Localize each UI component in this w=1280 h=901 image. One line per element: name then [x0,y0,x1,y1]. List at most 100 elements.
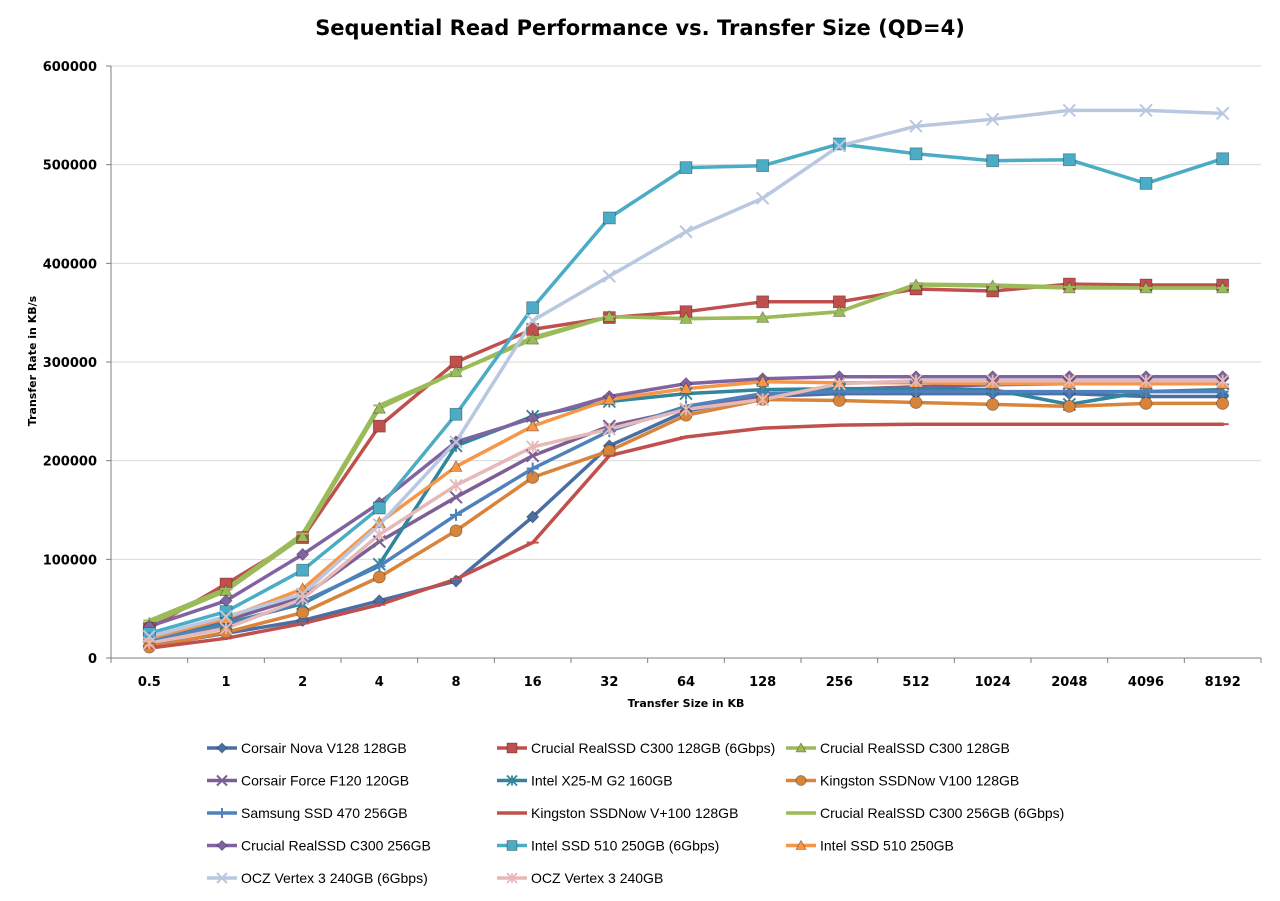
data-point [985,112,1000,126]
legend: Corsair Nova V128 128GB Crucial RealSSD C… [207,740,1064,886]
data-point [526,462,539,475]
legend-item: Crucial RealSSD C300 256GB (6Gbps) [786,805,1064,821]
data-point [525,419,540,432]
legend-marker [216,839,228,852]
legend-marker [506,774,518,787]
y-tick-label: 600000 [43,60,97,75]
x-tick-label: 1 [221,675,230,690]
data-point [1062,374,1076,388]
series-line-5 [147,386,1225,642]
data-point [986,398,1000,411]
legend-marker [216,774,228,787]
data-point [756,159,770,173]
legend-marker [506,872,518,884]
legend-label: Crucial RealSSD C300 256GB [241,838,431,854]
data-point [679,161,693,175]
data-point [756,392,770,407]
series-line-9 [147,282,1225,623]
y-tick-label: 100000 [43,553,97,568]
data-point [986,154,1000,168]
data-point [449,490,463,504]
data-point [296,563,310,577]
data-point [219,609,233,624]
data-point [832,137,846,151]
series-line-2 [147,282,1225,631]
legend-item: Samsung SSD 470 256GB [207,805,408,821]
legend-item: Corsair Nova V128 128GB [207,740,407,756]
x-axis-label: Transfer Size in KB [628,697,745,710]
x-tick-label: 1024 [975,675,1011,690]
series-markers [142,103,1230,654]
data-point [1062,399,1076,413]
data-point [295,529,310,542]
x-tick-labels: 0.5 1 2 4 8 16 32 64 128 256 512 1024 2048 4096 8192 [138,675,1241,690]
data-point [142,636,156,650]
x-tick-label: 2048 [1051,675,1087,690]
data-point [526,510,540,524]
data-point [602,422,616,436]
legend-item: Corsair Force F120 120GB [207,773,409,789]
data-point [525,332,540,345]
y-tick-labels: 0 100000 200000 300000 400000 500000 600000 [43,60,97,667]
legend-label: Kingston SSDNow V+100 128GB [531,805,738,821]
data-point [525,313,540,328]
x-tick-label: 2 [298,675,307,690]
data-point [755,374,770,387]
legend-label: Crucial RealSSD C300 128GB [820,740,1010,756]
x-tick-label: 64 [677,675,695,690]
legend-item: Intel X25-M G2 160GB [497,773,673,789]
data-point [296,606,310,620]
data-point [679,225,693,239]
data-point [372,518,387,532]
data-point [910,385,922,398]
legend-label: Intel SSD 510 250GB [820,838,954,854]
legend-label: Crucial RealSSD C300 128GB (6Gbps) [531,740,775,756]
legend-marker [217,808,227,818]
data-point [1215,106,1230,121]
legend-item: Crucial RealSSD C300 128GB [786,740,1010,756]
data-point [372,570,386,584]
data-point [296,592,310,606]
data-point [526,301,540,315]
legend-label: OCZ Vertex 3 240GB [531,870,663,886]
data-point [1216,152,1230,166]
data-point [986,374,1000,388]
legend-item: Crucial RealSSD C300 128GB (6Gbps) [497,740,775,756]
legend-marker [506,742,518,754]
data-point [1216,374,1230,388]
data-point [372,401,387,414]
legend-item: OCZ Vertex 3 240GB (6Gbps) [207,870,428,886]
chart-title: Sequential Read Performance vs. Transfer… [315,16,965,40]
data-point [909,374,923,388]
y-axis-label: Transfer Rate in KB/s [26,295,39,426]
y-tick-label: 300000 [43,356,97,371]
data-point [1216,397,1230,410]
legend-label: Intel X25-M G2 160GB [531,773,673,789]
data-point [602,392,617,405]
data-point [1139,177,1153,190]
legend-label: Crucial RealSSD C300 256GB (6Gbps) [820,805,1064,821]
data-point [679,381,693,394]
data-point [449,459,463,472]
data-point [909,396,923,409]
data-point [449,407,463,421]
data-point [449,478,463,492]
legend-item: Kingston SSDNow V+100 128GB [497,805,738,821]
y-tick-label: 500000 [43,159,97,174]
legend-item: Intel SSD 510 250GB (6Gbps) [497,838,719,854]
legend-item: Intel SSD 510 250GB [786,838,954,854]
data-point [372,501,386,515]
y-tick-label: 200000 [43,455,97,470]
legend-marker [216,872,228,884]
legend-label: Kingston SSDNow V100 128GB [820,773,1019,789]
series-line-3 [147,283,1225,626]
data-point [1139,374,1153,388]
x-tick-label: 8 [451,675,460,690]
data-point [526,440,540,454]
legend-item: OCZ Vertex 3 240GB [497,870,663,886]
data-point [1139,397,1153,410]
axes [106,65,1262,663]
x-tick-label: 32 [600,675,618,690]
data-point [372,528,386,542]
legend-marker [795,839,807,850]
